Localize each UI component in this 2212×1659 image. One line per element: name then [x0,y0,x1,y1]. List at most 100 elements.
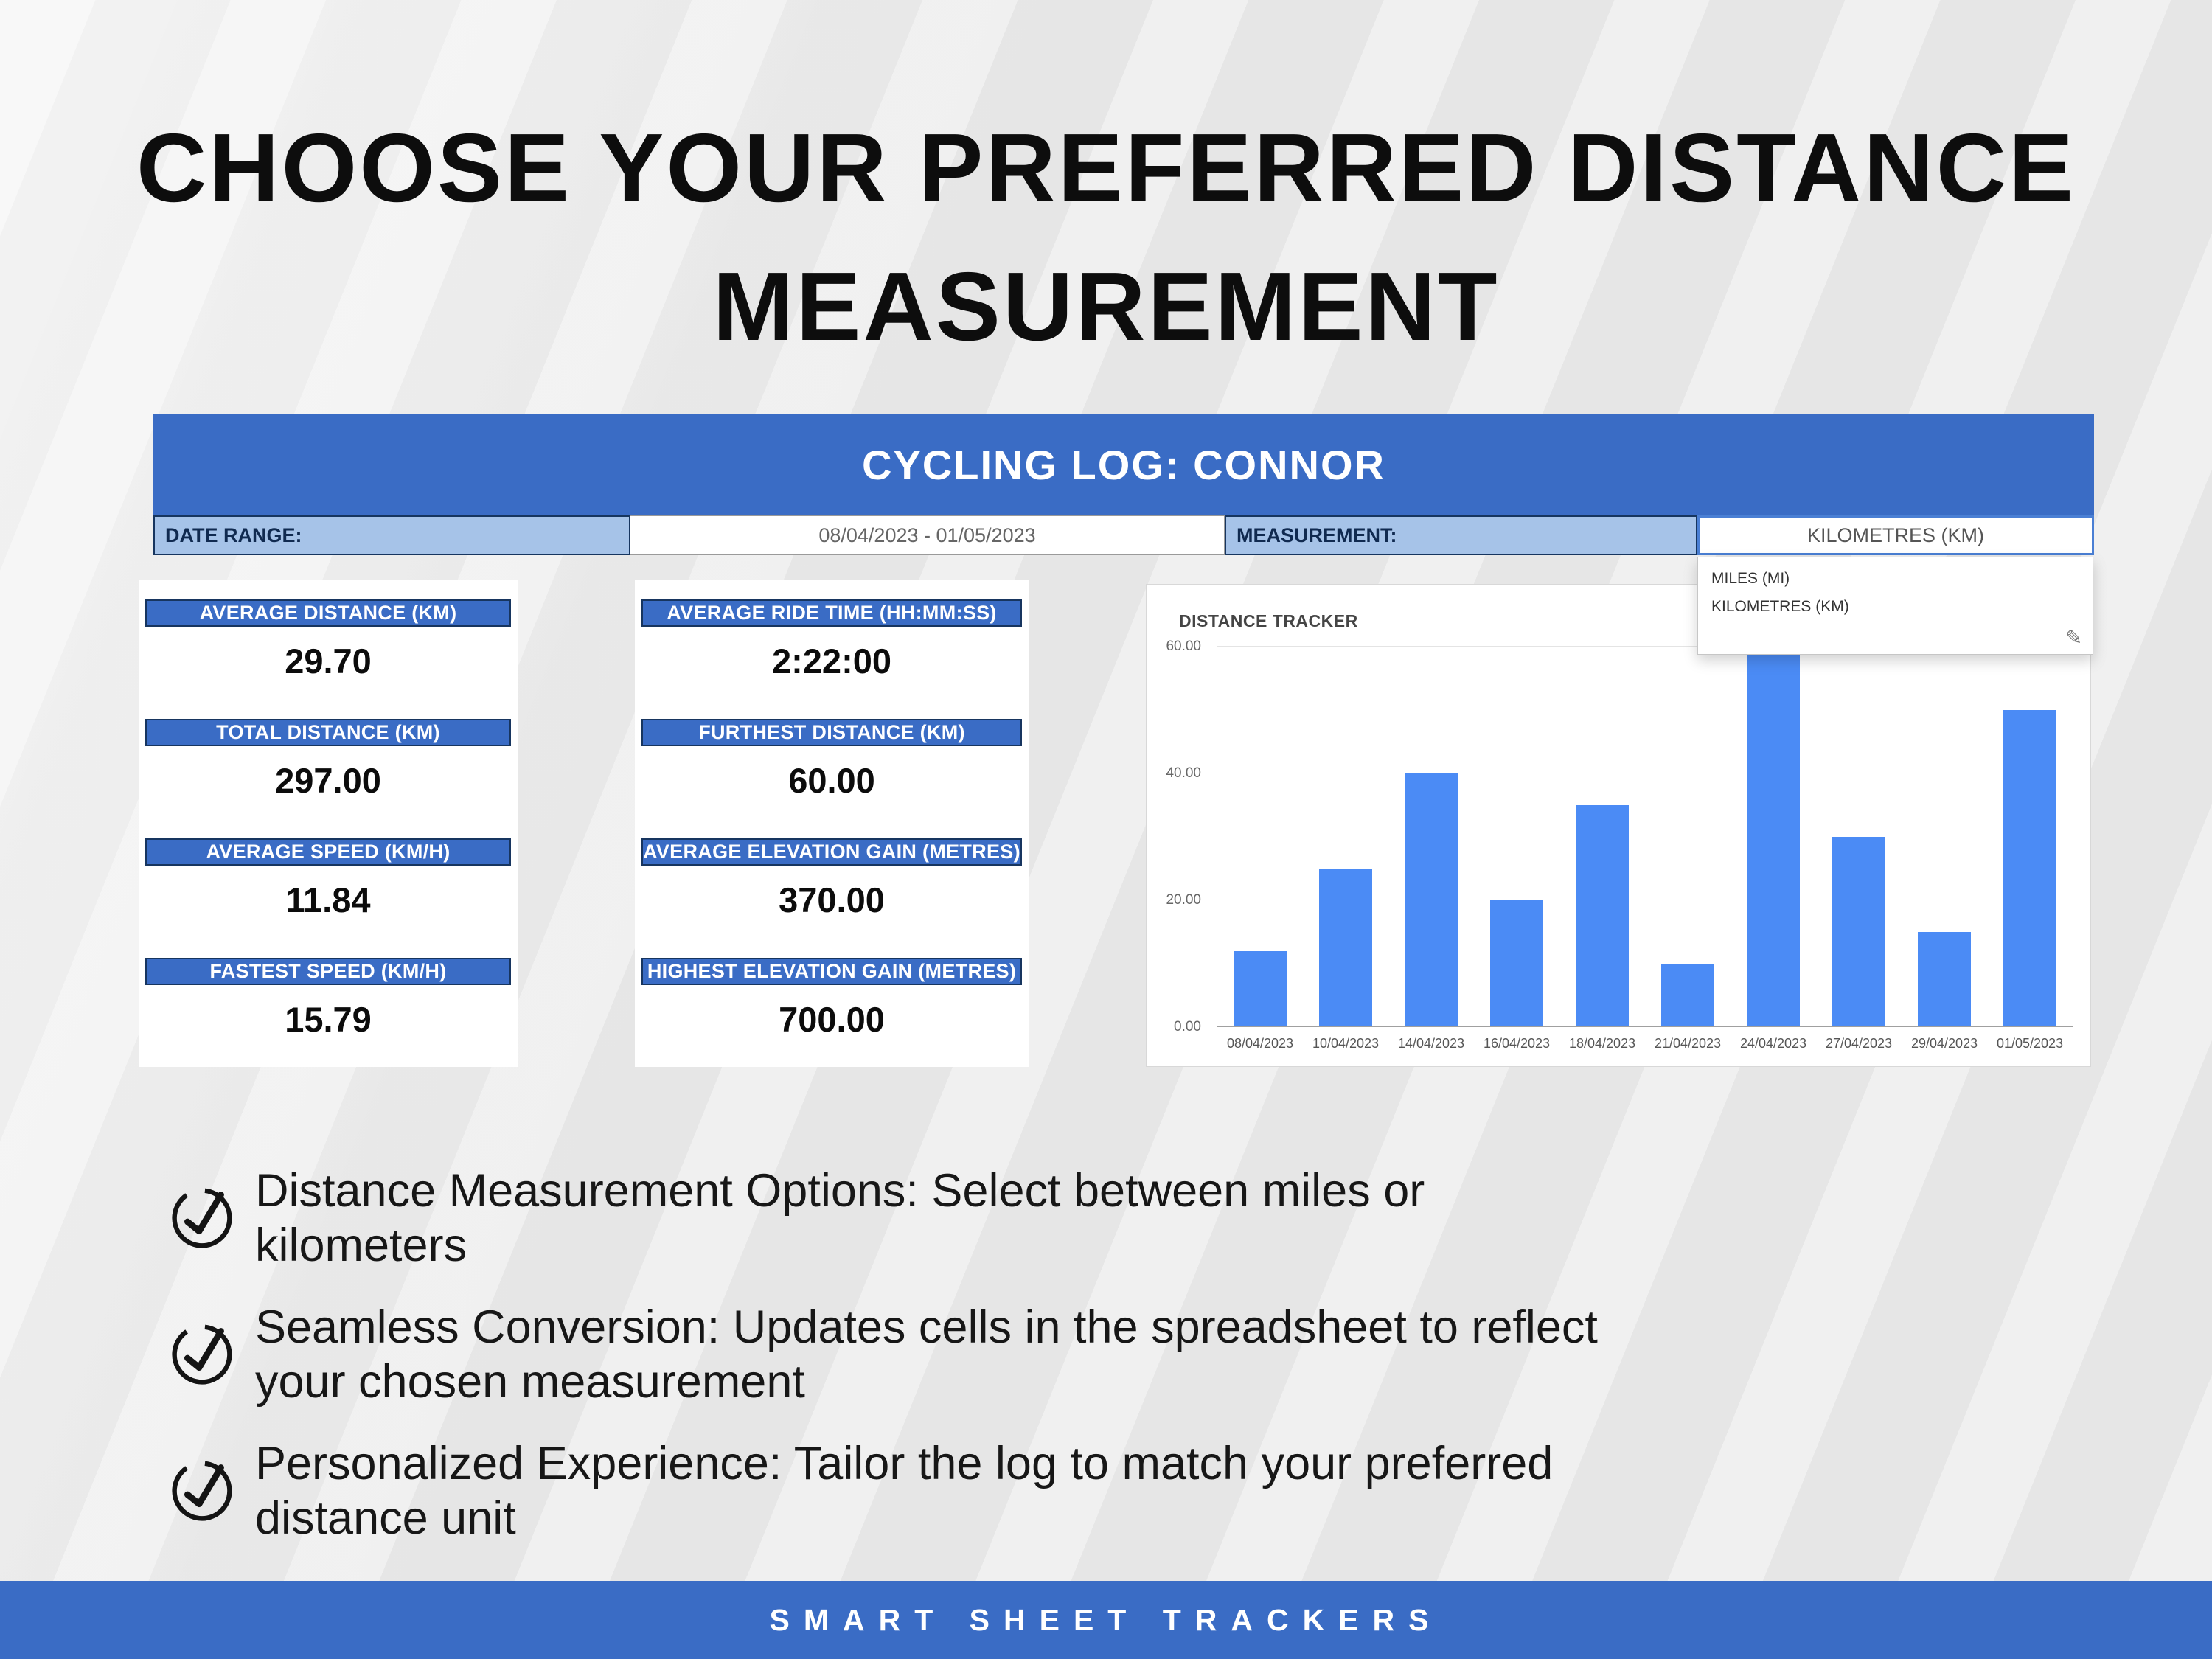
stat-label: AVERAGE RIDE TIME (HH:MM:SS) [641,599,1022,627]
bullet-line: Distance Measurement Options: Select bet… [255,1165,1425,1217]
x-tick-label: 14/04/2023 [1397,1036,1465,1051]
stat-value: 11.84 [285,880,371,919]
bullet-text: Seamless Conversion: Updates cells in th… [255,1300,1598,1409]
distance-tracker-chart: DISTANCE TRACKER 0.00 20.00 40.00 60.00 08/… [1146,584,2091,1067]
bar-10/04/2023 [1319,869,1372,1027]
stat-value: 29.70 [285,641,372,681]
stat-highest-elevation-gain: HIGHEST ELEVATION GAIN (METRES) 700.00 [641,958,1022,1054]
stat-label: FURTHEST DISTANCE (KM) [641,719,1022,746]
measurement-dropdown: MILES (MI) KILOMETRES (KM) ✎ [1697,557,2093,655]
chart-plot-area [1217,646,2073,1027]
stat-value: 60.00 [788,761,875,800]
page-title-line1: CHOOSE YOUR PREFERRED DISTANCE [136,114,2076,222]
stat-label: AVERAGE SPEED (KM/H) [145,838,511,866]
spreadsheet-title-bar: CYCLING LOG: CONNOR [153,414,2094,515]
bar-29/04/2023 [1918,932,1971,1027]
bar-column [1559,647,1645,1027]
stat-value: 700.00 [779,1000,885,1039]
bar-column [1816,647,1902,1027]
y-tick-label: 20.00 [1166,892,1201,908]
bullet-line: your chosen measurement [255,1356,805,1408]
bar-18/04/2023 [1576,805,1629,1027]
bullet-text: Personalized Experience: Tailor the log … [255,1436,1553,1545]
spreadsheet-toolbar: DATE RANGE: 08/04/2023 - 01/05/2023 MEAS… [153,515,2094,555]
bullet-text: Distance Measurement Options: Select bet… [255,1164,1425,1273]
x-tick-label: 16/04/2023 [1483,1036,1551,1051]
x-tick-label: 24/04/2023 [1739,1036,1807,1051]
stat-average-elevation-gain: AVERAGE ELEVATION GAIN (METRES) 370.00 [641,838,1022,934]
dropdown-option-kilometres[interactable]: KILOMETRES (KM) [1711,598,1849,615]
stat-total-distance: TOTAL DISTANCE (KM) 297.00 [145,719,511,815]
bullet-item: Seamless Conversion: Updates cells in th… [168,1300,2115,1409]
stat-label: AVERAGE ELEVATION GAIN (METRES) [641,838,1022,866]
chart-x-axis: 08/04/2023 10/04/2023 14/04/2023 16/04/2023… [1217,1036,2073,1051]
y-tick-label: 0.00 [1174,1019,1201,1034]
y-tick-label: 60.00 [1166,639,1201,654]
stat-value: 15.79 [285,1000,372,1039]
stat-average-ride-time: AVERAGE RIDE TIME (HH:MM:SS) 2:22:00 [641,599,1022,695]
edit-pencil-icon[interactable]: ✎ [2065,627,2082,649]
gridline [1217,646,2073,647]
check-circle-icon [172,1188,232,1248]
chart-title: DISTANCE TRACKER [1179,611,1358,630]
x-tick-label: 18/04/2023 [1568,1036,1636,1051]
page-title-line2: MEASUREMENT [712,252,1500,361]
bar-column [1217,647,1303,1027]
x-tick-label: 10/04/2023 [1312,1036,1380,1051]
bar-08/04/2023 [1234,950,1287,1027]
measurement-value-cell[interactable]: KILOMETRES (KM) [1697,515,2094,555]
bar-01/05/2023 [2003,710,2056,1027]
bar-column [1645,647,1731,1027]
bullet-item: Distance Measurement Options: Select bet… [168,1164,2115,1273]
stat-average-speed: AVERAGE SPEED (KM/H) 11.84 [145,838,511,934]
bar-24/04/2023 [1747,647,1800,1027]
x-tick-label: 21/04/2023 [1654,1036,1722,1051]
page-title: CHOOSE YOUR PREFERRED DISTANCE MEASUREME… [0,99,2212,376]
stat-average-distance: AVERAGE DISTANCE (KM) 29.70 [145,599,511,695]
spreadsheet-title: CYCLING LOG: CONNOR [862,441,1385,488]
bar-21/04/2023 [1661,964,1714,1027]
stats-column-right: AVERAGE RIDE TIME (HH:MM:SS) 2:22:00 FUR… [635,580,1029,1067]
bar-column [1303,647,1388,1027]
bullet-line: Personalized Experience: Tailor the log … [255,1438,1554,1489]
stat-furthest-distance: FURTHEST DISTANCE (KM) 60.00 [641,719,1022,815]
stat-value: 2:22:00 [772,641,891,681]
bullet-line: Seamless Conversion: Updates cells in th… [255,1301,1598,1353]
date-range-value-cell[interactable]: 08/04/2023 - 01/05/2023 [630,515,1225,555]
stat-value: 297.00 [275,761,381,800]
dropdown-option-miles[interactable]: MILES (MI) [1711,570,1790,587]
x-tick-label: 27/04/2023 [1825,1036,1893,1051]
bar-column [1474,647,1559,1027]
feature-bullets: Distance Measurement Options: Select bet… [168,1164,2115,1573]
y-tick-label: 40.00 [1166,765,1201,782]
bar-27/04/2023 [1832,837,1885,1027]
stat-label: HIGHEST ELEVATION GAIN (METRES) [641,958,1022,985]
spreadsheet-panel: CYCLING LOG: CONNOR DATE RANGE: 08/04/20… [139,414,2094,1067]
x-tick-label: 08/04/2023 [1226,1036,1294,1051]
date-range-label: DATE RANGE: [153,515,630,555]
footer-bar: SMART SHEET TRACKERS [0,1581,2212,1659]
footer-brand-text: SMART SHEET TRACKERS [769,1602,1443,1637]
bullet-line: distance unit [255,1492,516,1544]
stat-label: AVERAGE DISTANCE (KM) [145,599,511,627]
stat-label: FASTEST SPEED (KM/H) [145,958,511,985]
stat-label: TOTAL DISTANCE (KM) [145,719,511,746]
check-circle-icon [172,1461,232,1521]
x-tick-label: 01/05/2023 [1996,1036,2064,1051]
stat-value: 370.00 [779,880,885,919]
gridline [1217,1026,2073,1027]
x-tick-label: 29/04/2023 [1910,1036,1978,1051]
bullet-line: kilometers [255,1220,467,1271]
measurement-label: MEASUREMENT: [1225,515,1697,555]
chart-y-axis: 0.00 20.00 40.00 60.00 [1147,639,1210,1034]
stats-column-left: AVERAGE DISTANCE (KM) 29.70 TOTAL DISTAN… [139,580,518,1067]
bar-column [1388,647,1474,1027]
bar-column [1987,647,2073,1027]
bar-16/04/2023 [1490,900,1543,1027]
bar-column [1902,647,1987,1027]
check-circle-icon [172,1324,232,1385]
bar-14/04/2023 [1405,773,1458,1027]
chart-bars [1217,647,2073,1027]
bullet-item: Personalized Experience: Tailor the log … [168,1436,2115,1545]
